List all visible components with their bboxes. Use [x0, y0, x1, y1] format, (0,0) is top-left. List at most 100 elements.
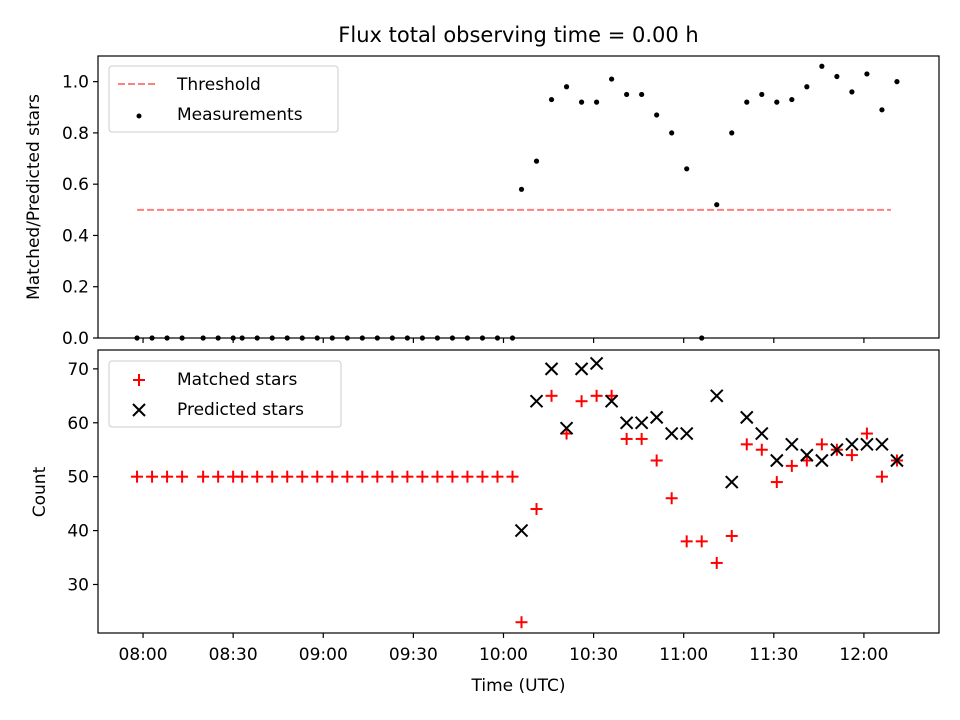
top-y-tick-label: 0.4	[62, 226, 89, 246]
measurement-point	[669, 130, 675, 136]
measurement-point	[819, 63, 825, 69]
predicted-star-point	[890, 453, 904, 468]
matched-star-point	[311, 470, 324, 483]
predicted-star-point	[845, 437, 859, 452]
matched-star-point	[770, 476, 783, 489]
matched-star-point	[386, 470, 399, 483]
matched-star-point	[785, 459, 798, 472]
matched-star-point	[620, 432, 633, 445]
measurement-point	[654, 112, 660, 118]
predicted-star-point	[679, 426, 694, 441]
matched-star-point	[755, 443, 768, 456]
measurement-point	[879, 107, 885, 113]
matched-star-point	[725, 529, 738, 542]
matched-star-point	[296, 470, 309, 483]
top-y-axis-label: Matched/Predicted stars	[24, 94, 44, 300]
x-tick-label: 10:00	[479, 645, 528, 665]
matched-star-point	[431, 470, 444, 483]
measurement-point	[759, 91, 765, 98]
measurement-point	[834, 73, 840, 80]
predicted-star-point	[514, 523, 529, 538]
matched-star-point	[461, 470, 474, 483]
bottom-panel: 30 40 50 60 70 08:00 08:30 09:00 09:30 10:00 10:3…	[30, 349, 940, 696]
predicted-star-point	[740, 410, 754, 425]
matched-star-point	[476, 470, 489, 483]
x-tick-label: 08:30	[209, 645, 258, 665]
predicted-legend-label: Predicted stars	[177, 400, 304, 420]
measurement-point	[849, 89, 855, 95]
predicted-star-point	[574, 362, 589, 376]
matched-star-point	[251, 470, 264, 483]
bottom-axes-frame	[97, 349, 940, 634]
predicted-star-point	[830, 443, 844, 457]
measurement-point	[548, 96, 555, 103]
matched-star-point	[515, 616, 528, 629]
top-y-tick-label: 0.6	[62, 175, 89, 195]
matched-star-point	[845, 449, 858, 462]
predicted-star-point	[589, 356, 604, 371]
predicted-star-point	[529, 394, 544, 408]
top-y-tick-label: 1.0	[62, 73, 89, 93]
matched-star-point	[650, 454, 663, 467]
matched-star-point	[680, 535, 693, 548]
predicted-star-point	[649, 410, 664, 425]
matched-star-point	[491, 470, 504, 483]
measurement-point	[894, 79, 900, 85]
bottom-legend: Matched stars Predicted stars	[108, 360, 342, 428]
matched-star-point	[161, 470, 174, 483]
predicted-star-point	[785, 437, 799, 452]
matched-star-point	[131, 470, 144, 483]
matched-legend-label: Matched stars	[177, 370, 297, 390]
predicted-star-point	[634, 416, 649, 430]
top-panel: 0.0 0.2 0.4 0.6 0.8 1.0 Matched/Predicted sta…	[24, 55, 940, 349]
top-legend-box	[108, 65, 339, 133]
matched-star-point	[695, 535, 708, 548]
top-y-tick-label: 0.0	[62, 329, 89, 349]
measurement-point	[804, 84, 810, 90]
predicted-star-point	[544, 362, 559, 376]
measurement-point	[593, 99, 600, 105]
measurement-point	[684, 166, 690, 172]
bottom-y-tick-label: 60	[67, 414, 89, 434]
predicted-star-point	[604, 394, 619, 408]
matched-star-point	[710, 556, 723, 569]
predicted-star-point	[664, 426, 679, 441]
matched-star-point	[176, 470, 189, 483]
predicted-star-point	[619, 416, 634, 430]
matched-star-point	[266, 470, 279, 483]
bottom-y-tick-label: 40	[67, 522, 89, 542]
measurement-point	[789, 96, 795, 103]
measurement-point	[774, 99, 780, 105]
measurement-point	[518, 186, 525, 192]
predicted-star-point	[770, 453, 784, 468]
predicted-star-point	[725, 475, 739, 489]
matched-star-point	[197, 470, 210, 483]
bottom-legend-box	[108, 360, 342, 428]
x-tick-label: 11:30	[749, 645, 798, 665]
matched-star-point	[446, 470, 459, 483]
bottom-y-tick-label: 70	[67, 360, 89, 380]
matched-star-point	[875, 470, 888, 483]
measurement-point	[624, 91, 630, 98]
matched-star-point	[545, 389, 558, 402]
top-axes-frame	[97, 55, 940, 339]
matched-star-point	[860, 427, 873, 440]
top-y-tick-label: 0.2	[62, 278, 89, 298]
matched-star-point	[371, 470, 384, 483]
matched-star-point	[590, 389, 603, 402]
bottom-y-tick-label: 50	[67, 468, 89, 488]
top-y-tick-label: 0.8	[62, 124, 89, 144]
measurement-point	[744, 99, 750, 105]
matched-star-point	[401, 470, 414, 483]
x-tick-label: 12:00	[839, 645, 888, 665]
bottom-y-tick-label: 30	[67, 575, 89, 595]
measurement-point	[864, 71, 870, 77]
chart-title: Flux total observing time = 0.00 h	[338, 23, 698, 47]
predicted-star-point	[815, 453, 829, 468]
x-tick-label: 11:00	[659, 645, 708, 665]
measurement-point	[639, 91, 645, 98]
matched-legend-swatch	[133, 374, 145, 386]
matched-star-point	[575, 395, 588, 408]
predicted-star-point	[860, 437, 874, 452]
x-tick-label: 08:00	[119, 645, 168, 665]
